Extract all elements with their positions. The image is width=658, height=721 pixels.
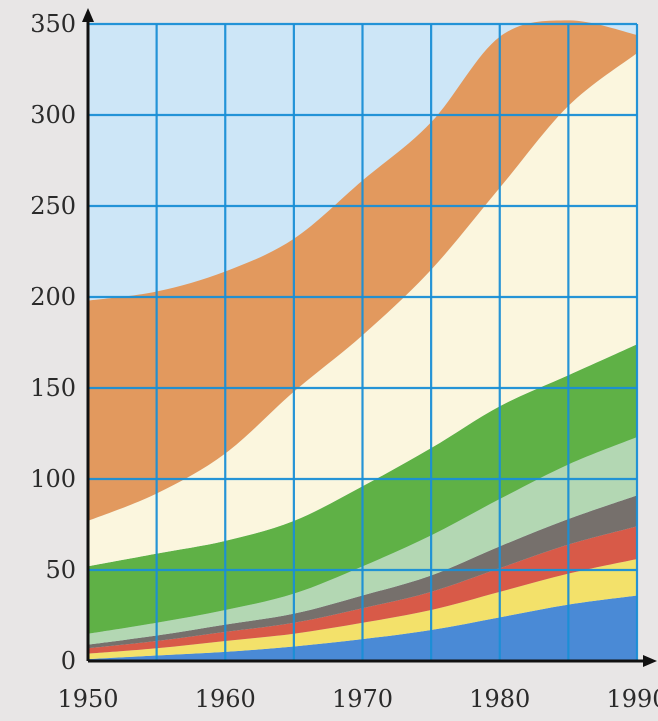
y-tick-label: 300 [30,101,76,129]
grid-lines [88,22,639,661]
y-tick-label: 250 [30,192,76,220]
y-tick-label: 350 [30,10,76,38]
y-tick-label: 50 [45,556,76,584]
axes [82,8,657,667]
x-tick-label: 1980 [469,685,530,713]
x-tick-label: 1970 [332,685,393,713]
x-tick-label: 1950 [57,685,118,713]
y-tick-labels: 0 50 100 150 200 250 300 350 [30,10,76,675]
x-axis-arrow-icon [643,655,657,667]
y-axis-arrow-icon [82,8,94,22]
y-tick-label: 0 [61,647,76,675]
x-tick-label: 1960 [195,685,256,713]
y-tick-label: 150 [30,374,76,402]
y-tick-label: 200 [30,283,76,311]
y-tick-label: 100 [30,465,76,493]
